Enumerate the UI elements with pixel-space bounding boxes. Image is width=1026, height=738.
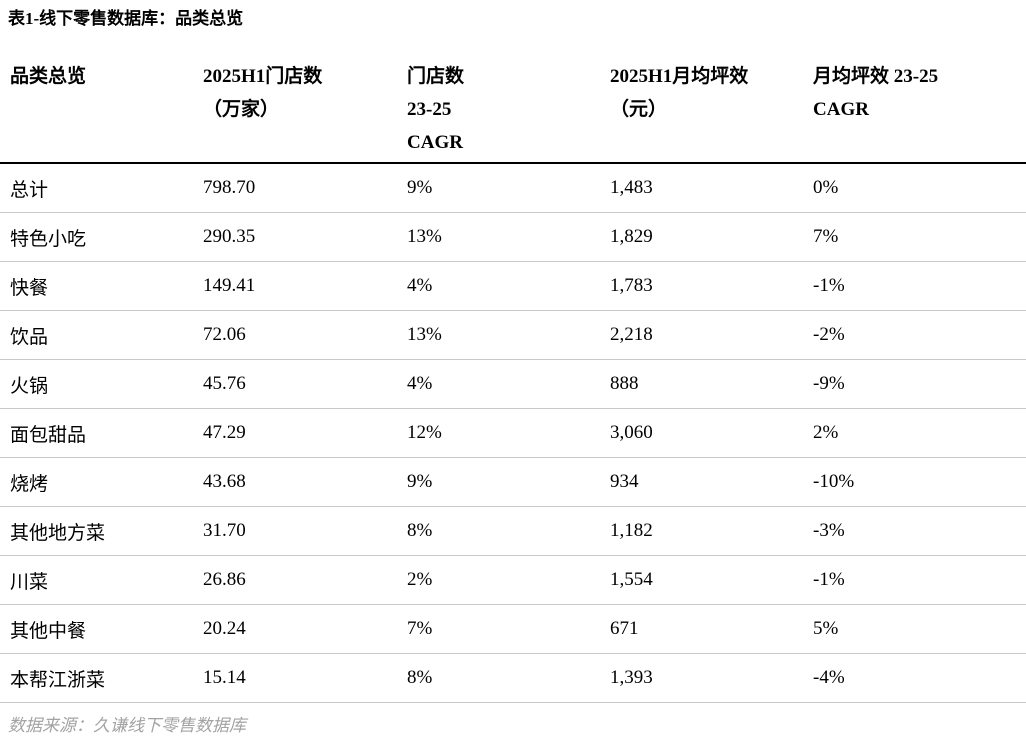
- efficiency-cell: 888: [610, 359, 813, 409]
- table-row: 川菜 26.86 2% 1,554 -1%: [0, 555, 1026, 605]
- category-overview-table: 品类总览 2025H1门店数 （万家） 门店数 23-25 CAGR 2025H…: [0, 60, 1026, 703]
- efficiency-cagr-cell: 7%: [813, 212, 1026, 262]
- stores-count-cell: 20.24: [203, 604, 407, 654]
- efficiency-cagr-cell: -2%: [813, 310, 1026, 360]
- efficiency-cell: 1,783: [610, 261, 813, 311]
- stores-cagr-cell: 9%: [407, 163, 610, 213]
- col-header-efficiency-cagr: 月均坪效 23-25 CAGR: [813, 60, 1026, 164]
- category-cell: 其他中餐: [0, 604, 203, 654]
- category-cell: 其他地方菜: [0, 506, 203, 556]
- efficiency-cagr-cell: 0%: [813, 163, 1026, 213]
- stores-cagr-cell: 4%: [407, 261, 610, 311]
- stores-count-cell: 43.68: [203, 457, 407, 507]
- efficiency-cagr-cell: -4%: [813, 653, 1026, 703]
- col-header-line: （万家）: [203, 99, 280, 120]
- efficiency-cagr-cell: 5%: [813, 604, 1026, 654]
- header-row: 品类总览 2025H1门店数 （万家） 门店数 23-25 CAGR 2025H…: [0, 60, 1026, 164]
- stores-count-cell: 26.86: [203, 555, 407, 605]
- efficiency-cell: 671: [610, 604, 813, 654]
- stores-cagr-cell: 9%: [407, 457, 610, 507]
- category-cell: 烧烤: [0, 457, 203, 507]
- stores-count-cell: 47.29: [203, 408, 407, 458]
- efficiency-cagr-cell: -10%: [813, 457, 1026, 507]
- stores-cagr-cell: 13%: [407, 212, 610, 262]
- data-source-note: 数据来源：久谦线下零售数据库: [8, 716, 246, 735]
- col-header-line: 2025H1门店数: [203, 66, 323, 87]
- stores-count-cell: 290.35: [203, 212, 407, 262]
- efficiency-cagr-cell: -3%: [813, 506, 1026, 556]
- stores-cagr-cell: 13%: [407, 310, 610, 360]
- stores-count-cell: 72.06: [203, 310, 407, 360]
- table-row: 火锅 45.76 4% 888 -9%: [0, 359, 1026, 409]
- efficiency-cagr-cell: 2%: [813, 408, 1026, 458]
- col-header-line: 23-25: [407, 99, 452, 120]
- category-cell: 面包甜品: [0, 408, 203, 458]
- efficiency-cell: 3,060: [610, 408, 813, 458]
- efficiency-cagr-cell: -9%: [813, 359, 1026, 409]
- table-row: 总计 798.70 9% 1,483 0%: [0, 163, 1026, 213]
- category-cell: 饮品: [0, 310, 203, 360]
- stores-cagr-cell: 4%: [407, 359, 610, 409]
- category-cell: 本帮江浙菜: [0, 653, 203, 703]
- efficiency-cell: 1,393: [610, 653, 813, 703]
- stores-cagr-cell: 7%: [407, 604, 610, 654]
- category-cell: 火锅: [0, 359, 203, 409]
- col-header-line: CAGR: [813, 99, 869, 120]
- table-row: 烧烤 43.68 9% 934 -10%: [0, 457, 1026, 507]
- efficiency-cell: 1,554: [610, 555, 813, 605]
- col-header-stores-2025h1: 2025H1门店数 （万家）: [203, 60, 407, 164]
- table-row: 其他地方菜 31.70 8% 1,182 -3%: [0, 506, 1026, 556]
- efficiency-cell: 934: [610, 457, 813, 507]
- col-header-line: 月均坪效 23-25: [813, 66, 939, 87]
- col-header-stores-cagr: 门店数 23-25 CAGR: [407, 60, 610, 164]
- stores-count-cell: 31.70: [203, 506, 407, 556]
- stores-cagr-cell: 2%: [407, 555, 610, 605]
- table-row: 特色小吃 290.35 13% 1,829 7%: [0, 212, 1026, 262]
- category-cell: 总计: [0, 163, 203, 213]
- stores-count-cell: 45.76: [203, 359, 407, 409]
- category-cell: 川菜: [0, 555, 203, 605]
- stores-cagr-cell: 12%: [407, 408, 610, 458]
- category-cell: 特色小吃: [0, 212, 203, 262]
- col-header-line: （元）: [610, 99, 668, 120]
- col-header-line: 门店数: [407, 66, 465, 87]
- efficiency-cagr-cell: -1%: [813, 555, 1026, 605]
- col-header-category: 品类总览: [0, 60, 203, 164]
- table-row: 快餐 149.41 4% 1,783 -1%: [0, 261, 1026, 311]
- table-row: 本帮江浙菜 15.14 8% 1,393 -4%: [0, 653, 1026, 703]
- efficiency-cell: 1,182: [610, 506, 813, 556]
- table-row: 其他中餐 20.24 7% 671 5%: [0, 604, 1026, 654]
- col-header-efficiency-2025h1: 2025H1月均坪效 （元）: [610, 60, 813, 164]
- stores-cagr-cell: 8%: [407, 653, 610, 703]
- stores-count-cell: 149.41: [203, 261, 407, 311]
- col-header-line: 2025H1月均坪效: [610, 66, 749, 87]
- category-cell: 快餐: [0, 261, 203, 311]
- efficiency-cell: 2,218: [610, 310, 813, 360]
- stores-cagr-cell: 8%: [407, 506, 610, 556]
- stores-count-cell: 798.70: [203, 163, 407, 213]
- efficiency-cell: 1,829: [610, 212, 813, 262]
- stores-count-cell: 15.14: [203, 653, 407, 703]
- col-header-line: CAGR: [407, 132, 463, 153]
- efficiency-cagr-cell: -1%: [813, 261, 1026, 311]
- table-title: 表1-线下零售数据库：品类总览: [8, 9, 244, 28]
- table-row: 饮品 72.06 13% 2,218 -2%: [0, 310, 1026, 360]
- efficiency-cell: 1,483: [610, 163, 813, 213]
- col-header-line: 品类总览: [10, 66, 87, 87]
- table-row: 面包甜品 47.29 12% 3,060 2%: [0, 408, 1026, 458]
